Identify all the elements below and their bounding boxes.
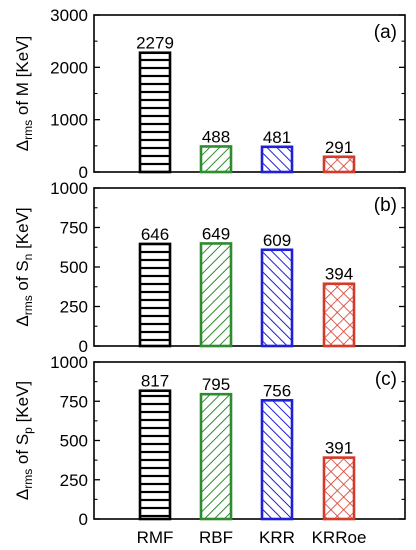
y-tick-label: 0 [79,337,88,356]
bar-value-label: 488 [202,127,230,146]
y-tick-label: 0 [79,510,88,529]
y-tick-label: 250 [60,298,88,317]
x-category-label-krroe: KRRoe [312,528,367,547]
y-tick-label: 750 [60,392,88,411]
bar-krr [260,145,294,174]
x-category-label-krr: KRR [259,528,295,547]
bar-krr [260,399,294,521]
y-tick-label: 3000 [50,6,88,25]
y-tick-label: 1000 [50,111,88,130]
y-axis-title: Δrms of Sp [KeV] [13,381,35,500]
bar-rmf [138,389,172,521]
y-tick-label: 500 [60,432,88,451]
bar-value-label: 481 [263,128,291,147]
bar-value-label: 609 [263,231,291,250]
x-category-label-rbf: RBF [199,528,233,547]
bar-rbf [199,145,233,174]
bar-rmf [138,242,172,348]
bar-value-label: 291 [325,138,353,157]
y-tick-label: 1000 [50,179,88,198]
y-tick-label: 250 [60,471,88,490]
panel-label: (a) [374,22,397,43]
bar-krroe [322,456,356,521]
bar-value-label: 394 [325,265,353,284]
chart-panel-2: 0 250 500 750 1000 646 649 609 394 (b) Δrms of Sn … [13,179,406,356]
x-category-label-rmf: RMF [137,528,174,547]
bar-value-label: 795 [202,375,230,394]
y-axis-title: Δrms of M [KeV] [13,36,35,151]
panel-label: (c) [375,369,397,390]
chart-panel-3: 0 250 500 750 1000 817 795 756 391 (c) Δrms of Sp … [13,353,406,529]
x-axis-category-labels: RMF RBF KRR KRRoe [137,528,367,547]
bar-value-label: 649 [202,224,230,243]
bar-krroe [322,155,356,174]
chart-panel-1: 0 1000 2000 3000 2279 488 481 291 (a) Δrms of M [… [13,6,406,182]
bar-rbf [199,242,233,348]
y-tick-label: 0 [79,163,88,182]
y-tick-label: 1000 [50,353,88,372]
bar-value-label: 756 [263,381,291,400]
bar-value-label: 646 [141,225,169,244]
bar-value-label: 2279 [136,34,174,53]
bar-rmf [138,51,172,174]
panel-label: (b) [374,195,397,216]
bar-krr [260,248,294,348]
bar-rbf [199,392,233,521]
y-tick-label: 500 [60,258,88,277]
bar-value-label: 391 [325,439,353,458]
y-axis-title: Δrms of Sn [KeV] [13,207,35,326]
y-tick-label: 750 [60,219,88,238]
bar-krroe [322,282,356,348]
y-tick-label: 2000 [50,58,88,77]
bar-value-label: 817 [141,372,169,391]
